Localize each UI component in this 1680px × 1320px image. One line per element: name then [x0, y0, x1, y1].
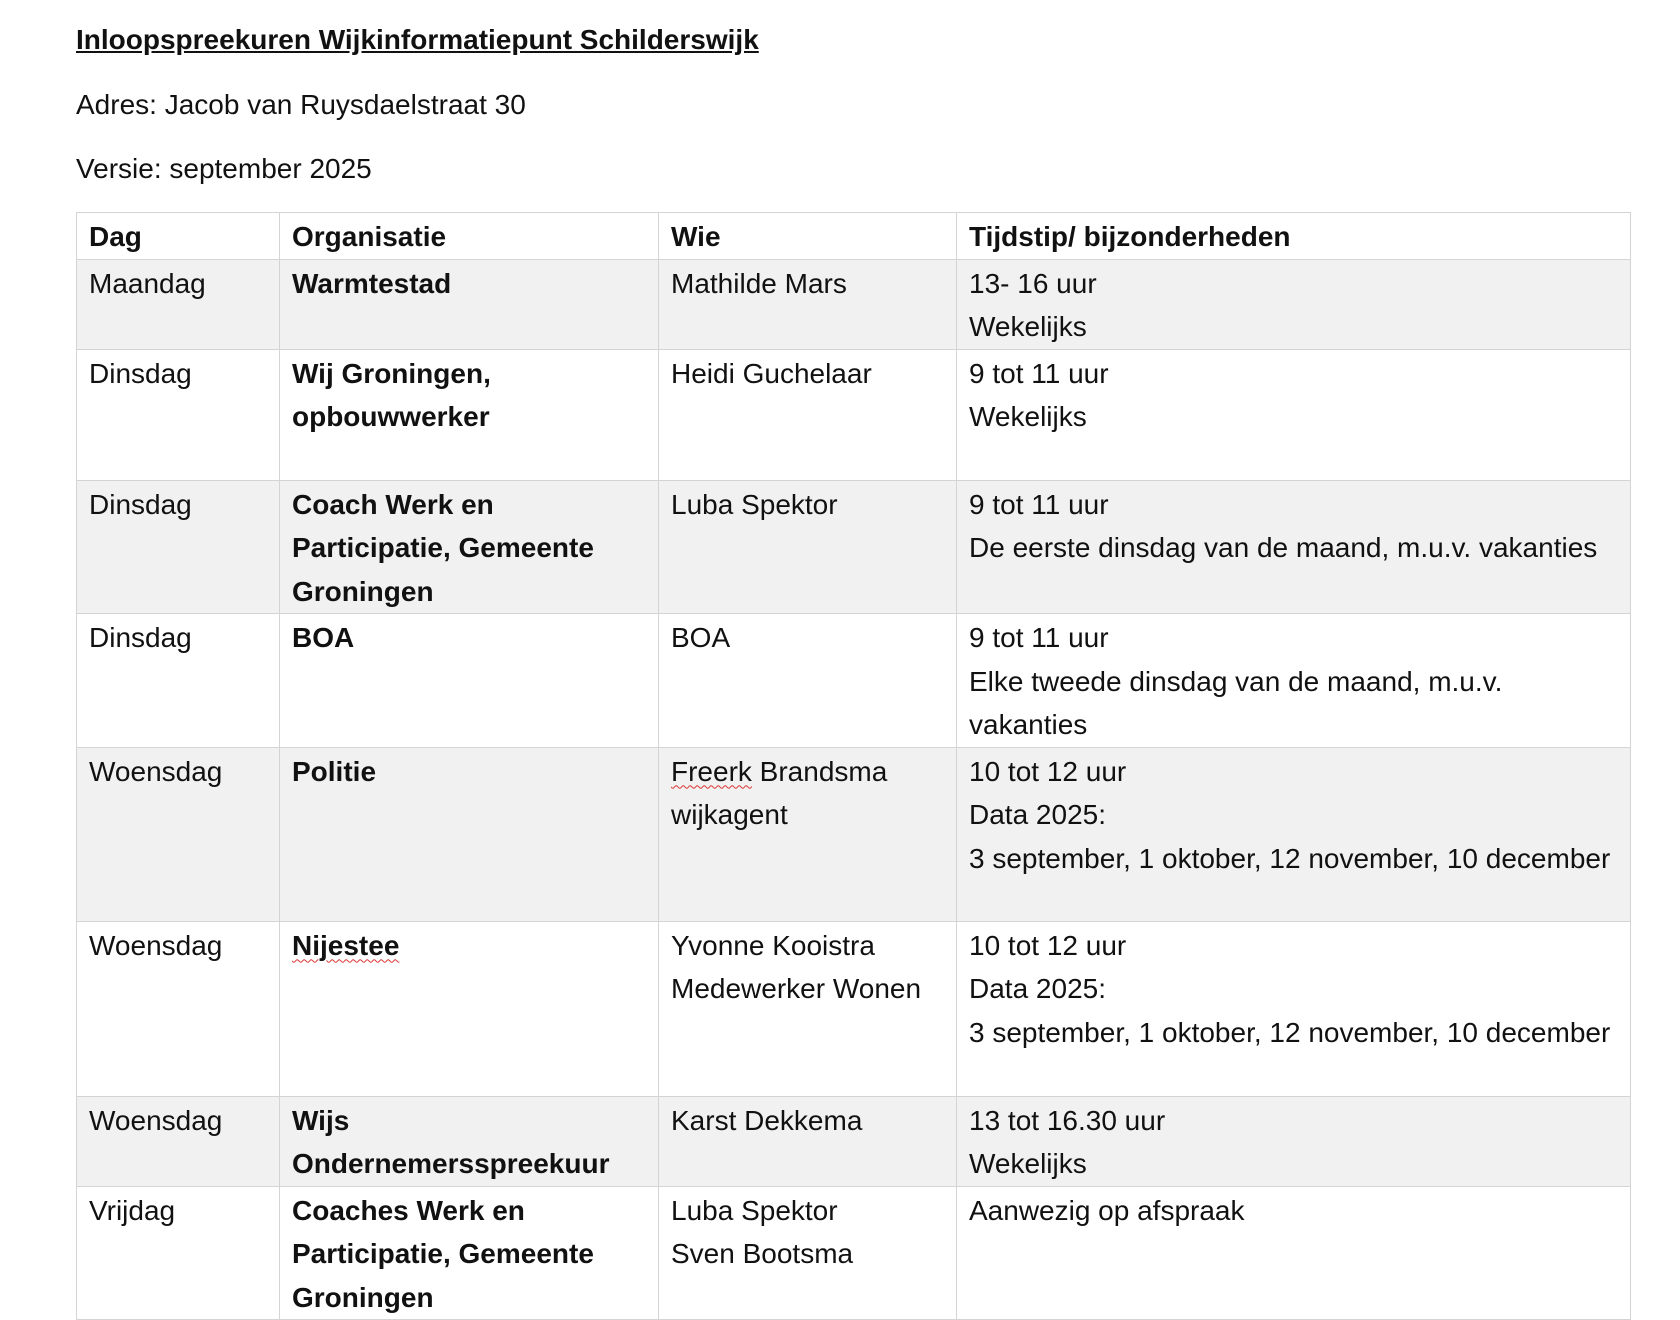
cell-tijdstip: 9 tot 11 uur De eerste dinsdag van de maa… [956, 479, 1631, 614]
person-name: Heidi Guchelaar [671, 357, 872, 389]
document-title: Inloopspreekuren Wijkinformatiepunt Schi… [76, 24, 759, 55]
table-row: Woensdag Politie Freerk Brandsma wijkagent… [76, 746, 1631, 922]
time-detail: 3 september, 1 oktober, 12 november, 10 … [969, 842, 1611, 874]
cell-dag: Dinsdag [76, 348, 280, 481]
cell-dag: Dinsdag [76, 613, 280, 748]
time-detail: Wekelijks [969, 311, 1087, 342]
table-row: Dinsdag Wij Groningen, opbouwwerker Heidi … [76, 348, 1631, 481]
time-detail: Data 2025: [969, 973, 1106, 1004]
header-dag: Dag [76, 212, 280, 260]
cell-wie: Yvonne Kooistra Medewerker Wonen [658, 920, 957, 1097]
cell-tijdstip: 9 tot 11 uur Elke tweede dinsdag van de m… [956, 613, 1631, 748]
organisation-name: BOA [292, 622, 355, 653]
table-row: Woensdag Wijs Ondernemersspreekuur Karst D… [76, 1095, 1631, 1187]
time-detail: De eerste dinsdag van de maand, m.u.v. v… [969, 532, 1598, 563]
header-tijdstip: Tijdstip/ bijzonderheden [956, 212, 1631, 260]
table-header-row: Dag Organisatie Wie Tijdstip/ bijzonderh… [76, 212, 1631, 260]
cell-wie: BOA [658, 613, 957, 748]
cell-organisatie: Politie [279, 746, 659, 922]
table-row: Dinsdag Coach Werk en Participatie, Gemee… [76, 479, 1631, 614]
cell-organisatie: BOA [279, 613, 659, 748]
time-detail: 10 tot 12 uur [969, 755, 1127, 787]
header-organisatie: Organisatie [279, 212, 659, 260]
organisation-name: Nijestee [292, 929, 400, 961]
organisation-name: Coaches Werk en Participatie, Gemeente G… [292, 1194, 594, 1313]
time-detail: 13- 16 uur [969, 267, 1097, 299]
person-name: Sven Bootsma [671, 1238, 854, 1269]
schedule-table: Dag Organisatie Wie Tijdstip/ bijzonderh… [76, 212, 1631, 1320]
cell-organisatie: Warmtestad [279, 258, 659, 350]
cell-dag: Woensdag [76, 746, 280, 922]
time-detail: Data 2025: [969, 799, 1106, 830]
table-row: Dinsdag BOA BOA 9 tot 11 uur Elke tweede din… [76, 613, 1631, 748]
cell-tijdstip: Aanwezig op afspraak [956, 1185, 1631, 1320]
version-text: Versie: september 2025 [76, 153, 372, 184]
time-detail: 10 tot 12 uur [969, 929, 1127, 961]
organisation-name: Wij Groningen, opbouwwerker [292, 357, 491, 433]
cell-wie: Karst Dekkema [658, 1095, 957, 1187]
cell-wie: Heidi Guchelaar [658, 348, 957, 481]
time-detail: 9 tot 11 uur [969, 622, 1109, 653]
cell-dag: Dinsdag [76, 479, 280, 614]
time-detail: Aanwezig op afspraak [969, 1194, 1245, 1226]
person-name: Mathilde Mars [671, 267, 847, 299]
person-name: Luba Spektor [671, 1194, 838, 1226]
person-name: Yvonne Kooistra [671, 929, 875, 961]
person-name: Medewerker Wonen [671, 973, 922, 1004]
time-detail: 9 tot 11 uur [969, 357, 1109, 389]
cell-tijdstip: 10 tot 12 uur Data 2025: 3 september, 1 ok… [956, 746, 1631, 922]
table-row: Woensdag Nijestee Yvonne Kooistra Medewerke… [76, 920, 1631, 1097]
time-detail: 3 september, 1 oktober, 12 november, 10 … [969, 1016, 1611, 1048]
cell-tijdstip: 13- 16 uur Wekelijks [956, 258, 1631, 350]
organisation-name: Coach Werk en Participatie, Gemeente Gro… [292, 488, 594, 607]
cell-wie: Mathilde Mars [658, 258, 957, 350]
person-name: BOA [671, 622, 731, 653]
organisation-name: Warmtestad [292, 267, 452, 299]
cell-dag: Maandag [76, 258, 280, 350]
time-detail: Wekelijks [969, 1148, 1087, 1179]
organisation-name: Wijs Ondernemersspreekuur [292, 1104, 610, 1180]
address-text: Adres: Jacob van Ruysdaelstraat 30 [76, 89, 526, 120]
cell-dag: Woensdag [76, 920, 280, 1097]
time-detail: Elke tweede dinsdag van de maand, m.u.v.… [969, 665, 1503, 741]
cell-dag: Vrijdag [76, 1185, 280, 1320]
cell-organisatie: Wij Groningen, opbouwwerker [279, 348, 659, 481]
person-name: Karst Dekkema [671, 1104, 863, 1136]
cell-tijdstip: 13 tot 16.30 uur Wekelijks [956, 1095, 1631, 1187]
time-detail: 13 tot 16.30 uur [969, 1104, 1166, 1136]
cell-organisatie: Nijestee [279, 920, 659, 1097]
person-name: Freerk Brandsma wijkagent [671, 755, 888, 831]
table-row: Maandag Warmtestad Mathilde Mars 13- 16 uur… [76, 258, 1631, 350]
cell-dag: Woensdag [76, 1095, 280, 1187]
cell-organisatie: Coach Werk en Participatie, Gemeente Gro… [279, 479, 659, 614]
organisation-name: Politie [292, 755, 377, 787]
cell-tijdstip: 10 tot 12 uur Data 2025: 3 september, 1 ok… [956, 920, 1631, 1097]
table-row: Vrijdag Coaches Werk en Participatie, Gem… [76, 1185, 1631, 1320]
time-detail: 9 tot 11 uur [969, 488, 1109, 520]
cell-wie: Freerk Brandsma wijkagent [658, 746, 957, 922]
cell-organisatie: Coaches Werk en Participatie, Gemeente G… [279, 1185, 659, 1320]
spellcheck-word: Freerk [671, 755, 752, 787]
person-name: Luba Spektor [671, 488, 838, 520]
header-wie: Wie [658, 212, 957, 260]
cell-organisatie: Wijs Ondernemersspreekuur [279, 1095, 659, 1187]
cell-tijdstip: 9 tot 11 uur Wekelijks [956, 348, 1631, 481]
time-detail: Wekelijks [969, 401, 1087, 432]
cell-wie: Luba Spektor [658, 479, 957, 614]
cell-wie: Luba Spektor Sven Bootsma [658, 1185, 957, 1320]
